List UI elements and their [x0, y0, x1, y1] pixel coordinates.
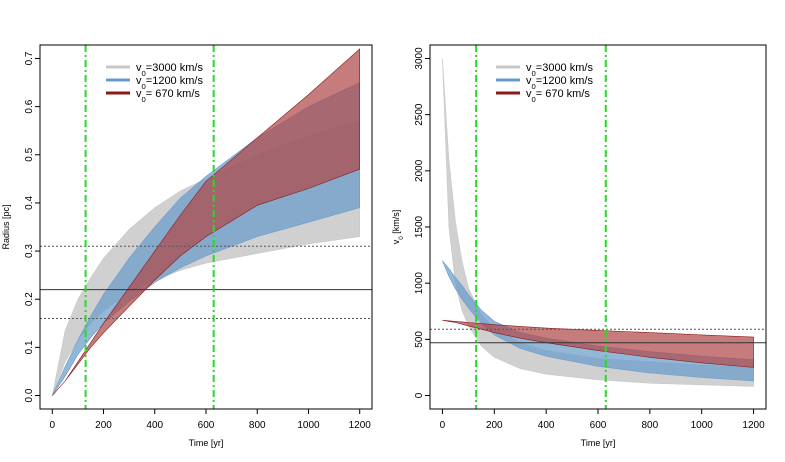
legend-label: v0=1200 km/s — [526, 75, 593, 91]
x-tick-label: 800 — [249, 420, 266, 431]
legend-label: v0=3000 km/s — [136, 62, 203, 78]
y-tick-label: 0.6 — [24, 99, 35, 113]
y-axis-label: Radius [pc] — [1, 204, 11, 249]
x-tick-label: 400 — [538, 420, 555, 431]
y-tick-label: 0.3 — [24, 244, 35, 258]
x-tick-label: 200 — [486, 420, 503, 431]
legend-label: v0=3000 km/s — [526, 62, 593, 78]
legend-label: v0=1200 km/s — [136, 75, 203, 91]
x-tick-label: 400 — [146, 420, 163, 431]
x-tick-label: 200 — [95, 420, 112, 431]
x-tick-label: 1200 — [349, 420, 372, 431]
y-tick-label: 0.5 — [24, 147, 35, 161]
y-axis-label: v0 [km/s] — [391, 210, 405, 245]
y-tick-label: 0.7 — [24, 51, 35, 65]
x-axis-label: Time [yr] — [189, 438, 224, 448]
x-tick-label: 600 — [198, 420, 215, 431]
y-tick-label: 0.0 — [24, 388, 35, 402]
y-tick-label: 0.1 — [24, 340, 35, 354]
band-v670 — [442, 319, 754, 368]
radius-panel: 0 200 400 600 800 1000 1200 0.0 0.1 0.2 0.3 0.4 0.5 0… — [1, 44, 373, 448]
x-tick-label: 1000 — [691, 420, 714, 431]
y-tick-label: 0.4 — [24, 196, 35, 210]
band-v670 — [52, 48, 360, 396]
legend-label: v0= 670 km/s — [526, 88, 590, 104]
x-axis-label: Time [yr] — [581, 438, 616, 448]
legend-label: v0= 670 km/s — [136, 88, 200, 104]
y-tick-label: 1000 — [414, 272, 425, 295]
y-tick-label: 1500 — [414, 215, 425, 238]
x-tick-label: 800 — [642, 420, 659, 431]
x-tick-label: 600 — [590, 420, 607, 431]
y-tick-label: 0 — [414, 392, 425, 398]
y-tick-label: 500 — [414, 331, 425, 348]
x-tick-label: 1200 — [742, 420, 765, 431]
y-tick-label: 2500 — [414, 103, 425, 126]
y-tick-label: 3000 — [414, 47, 425, 70]
y-tick-label: 2000 — [414, 159, 425, 182]
y-tick-label: 0.2 — [24, 292, 35, 306]
x-tick-label: 0 — [440, 420, 446, 431]
band-v1200 — [442, 260, 754, 382]
velocity-panel: 0 200 400 600 800 1000 1200 0 500 1000 1500 2000 250… — [391, 44, 767, 448]
x-tick-label: 0 — [50, 420, 56, 431]
x-tick-label: 1000 — [297, 420, 320, 431]
